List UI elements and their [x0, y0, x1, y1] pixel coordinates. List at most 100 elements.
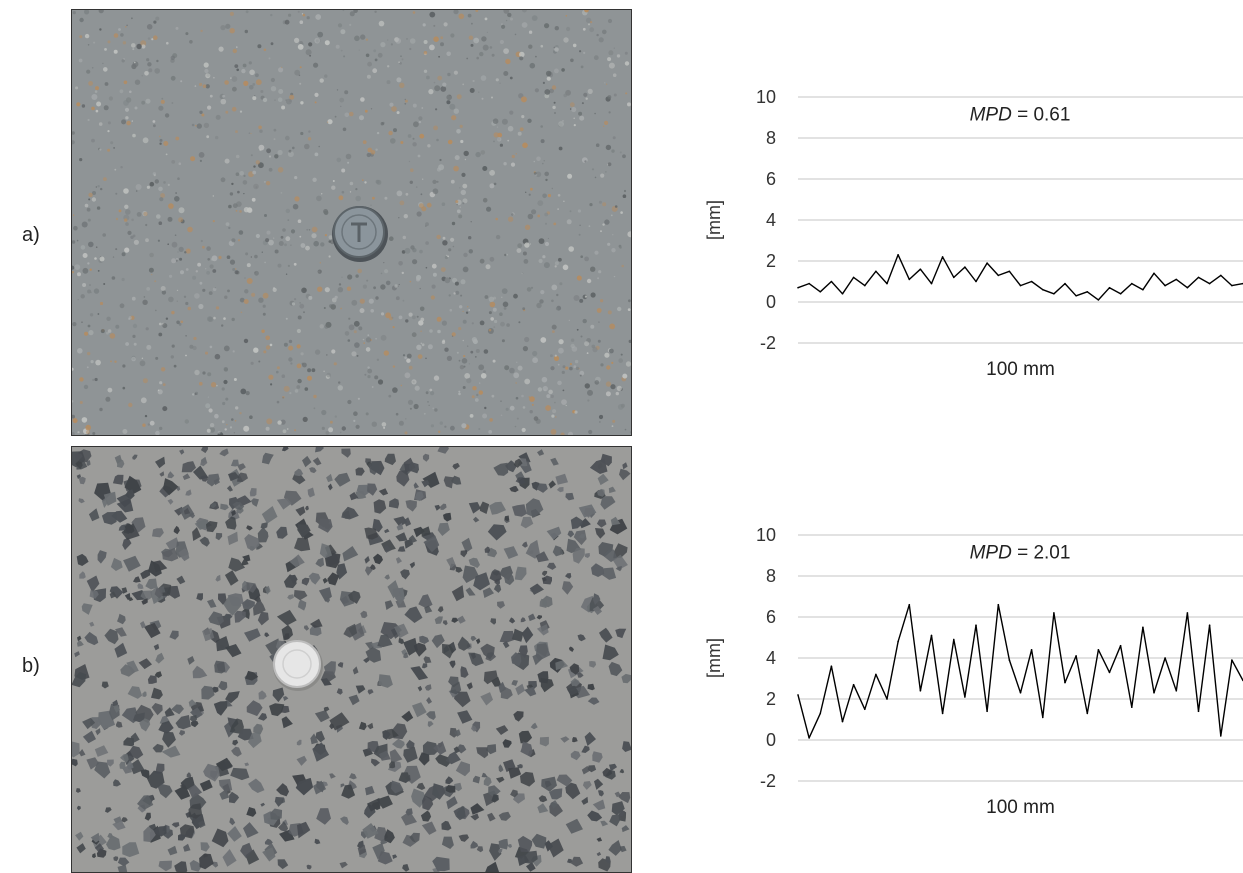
chart-a-data-point — [1053, 293, 1055, 295]
chart-a-data-point — [1097, 299, 1100, 301]
chart-b-svg: -2 0 2 4 6 8 10 [mm] MPD = 2.01 100 mm — [704, 525, 1243, 818]
chart-a-data-point — [1108, 286, 1111, 289]
chart-b-data-point — [1019, 692, 1022, 694]
chart-a-data-point — [1064, 282, 1066, 285]
chart-b-data-point — [919, 690, 922, 692]
chart-a-ytick-label: -2 — [760, 333, 776, 353]
chart-a-data-point — [819, 291, 822, 293]
chart-b-data-point — [941, 712, 944, 715]
chart-b-data-point — [864, 708, 866, 711]
chart-a-data-point — [1153, 272, 1155, 275]
chart-b-data-point — [841, 720, 844, 723]
chart-b-data-point — [1231, 659, 1233, 661]
chart-b-data-point — [1064, 681, 1066, 684]
chart-a-data-point — [1030, 280, 1033, 283]
chart-b-ytick-label: 4 — [766, 648, 776, 668]
chart-b-data-point — [808, 737, 810, 739]
chart-a-data-point — [986, 262, 988, 264]
chart-b-data-point — [997, 603, 1000, 606]
chart-a-ytick-label: 0 — [766, 292, 776, 312]
chart-b-data-point — [886, 698, 888, 700]
chart-a-svg: -2 0 2 4 6 8 10 [mm] MPD = 0.61 100 mm — [704, 87, 1243, 380]
chart-b-data-point — [953, 638, 955, 641]
chart-b-data-point — [908, 603, 911, 606]
surface-photo-b — [71, 446, 632, 873]
chart-b-data-point — [830, 665, 833, 667]
chart-b-data-point — [1142, 626, 1144, 629]
chart-a-data-point — [897, 254, 899, 256]
chart-b-ytick-label: 0 — [766, 730, 776, 750]
chart-a-ytick-label: 10 — [756, 87, 776, 107]
panel-b-label: b) — [22, 655, 40, 677]
chart-b-data-point — [1108, 671, 1111, 674]
profile-chart-a: -2 0 2 4 6 8 10 [mm] MPD = 0.61 100 mm — [690, 80, 1243, 380]
chart-b-data-point — [1186, 612, 1189, 614]
chart-a-data-point — [975, 280, 977, 283]
chart-a-data-point — [1042, 288, 1044, 291]
chart-a-ytick-label: 2 — [766, 251, 776, 271]
aggregate-stones — [72, 447, 631, 872]
chart-b-data-point — [1008, 659, 1011, 661]
chart-b-data-point — [852, 683, 855, 686]
chart-b-ylabel: [mm] — [704, 638, 724, 678]
chart-b-data-point — [875, 673, 877, 676]
chart-b-data-point — [1097, 649, 1100, 651]
chart-b-data-point — [1131, 706, 1133, 708]
chart-a-data-point — [808, 282, 810, 285]
chart-b-data-point — [975, 624, 977, 626]
chart-b-ytick-label: 6 — [766, 607, 776, 627]
chart-a-data-point — [1197, 276, 1200, 279]
chart-a-data-point — [830, 280, 833, 283]
chart-b-data-point — [1053, 612, 1055, 614]
chart-b-data-point — [1119, 644, 1122, 647]
photo-b-canvas — [72, 447, 631, 872]
chart-a-data-point — [1175, 278, 1178, 281]
chart-a-data-point — [1142, 288, 1144, 291]
coin-icon — [273, 640, 323, 691]
chart-b-data-point — [797, 694, 799, 696]
chart-b-data-point — [1030, 649, 1033, 651]
chart-b-data-point — [1175, 690, 1178, 692]
chart-b-data-point — [1164, 657, 1166, 659]
chart-a-data-point — [1086, 291, 1089, 293]
chart-a-data-point — [886, 282, 888, 285]
chart-b-data-point — [1153, 692, 1155, 694]
chart-b-data-point — [1042, 716, 1044, 719]
chart-b-mpd-annotation: MPD = 2.01 — [970, 543, 1071, 564]
surface-photo-a — [71, 9, 632, 436]
chart-a-data-point — [1164, 284, 1166, 287]
texture-specks — [72, 10, 631, 435]
chart-b-data-point — [1208, 624, 1211, 626]
chart-a-data-point — [1119, 293, 1122, 295]
chart-b-data-point — [1220, 735, 1222, 737]
chart-b-ytick-label: 8 — [766, 566, 776, 586]
profile-chart-b: -2 0 2 4 6 8 10 [mm] MPD = 2.01 100 mm — [690, 518, 1243, 818]
chart-a-ytick-label: 6 — [766, 169, 776, 189]
chart-a-data-point — [908, 278, 911, 281]
chart-b-data-point — [1197, 710, 1200, 713]
chart-a-data-point — [941, 256, 944, 258]
chart-a-data-point — [1075, 295, 1077, 297]
chart-a-data-point — [953, 276, 955, 279]
chart-a-data-point — [875, 270, 877, 273]
chart-a-data-point — [852, 276, 855, 279]
chart-b-ytick-label: -2 — [760, 771, 776, 791]
chart-b-data-point — [897, 640, 899, 643]
chart-b-data-point — [1086, 712, 1089, 715]
chart-a-data-point — [864, 284, 866, 287]
chart-b-ytick-label: 2 — [766, 689, 776, 709]
chart-b-data-point — [1075, 655, 1077, 657]
chart-a-data-point — [797, 286, 799, 289]
chart-a-ylabel: [mm] — [704, 200, 724, 240]
chart-a-data-point — [1131, 282, 1133, 285]
chart-a-data-point — [997, 274, 1000, 277]
photo-a-canvas — [72, 10, 631, 435]
chart-a-data-point — [1220, 274, 1222, 277]
panel-a-label: a) — [22, 224, 40, 246]
chart-a-data-point — [1019, 284, 1022, 287]
chart-a-ytick-label: 8 — [766, 128, 776, 148]
chart-a-data-point — [964, 266, 966, 268]
chart-a-ytick-label: 4 — [766, 210, 776, 230]
chart-a-mpd-annotation: MPD = 0.61 — [970, 105, 1071, 126]
chart-a-xlabel: 100 mm — [986, 359, 1055, 380]
